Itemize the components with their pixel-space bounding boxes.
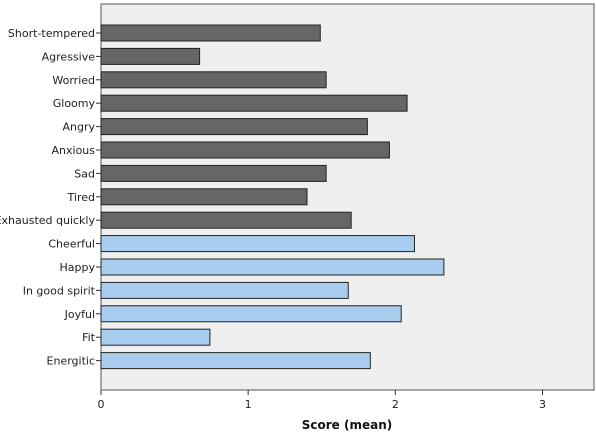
- bar-short-tempered: [100, 24, 321, 42]
- category-label-joyful: Joyful: [64, 308, 95, 321]
- category-label-cheerful: Cheerful: [48, 238, 95, 251]
- bar-agressive: [100, 47, 201, 65]
- x-tick-label: 2: [392, 398, 399, 411]
- category-label-short-tempered: Short-tempered: [8, 27, 95, 40]
- category-label-happy: Happy: [60, 261, 96, 274]
- category-label-tired: Tired: [67, 191, 95, 204]
- bar-happy: [100, 258, 445, 276]
- category-label-agressive: Agressive: [42, 50, 96, 63]
- x-tick-label: 3: [539, 398, 546, 411]
- bar-joyful: [100, 305, 402, 323]
- category-label-fit: Fit: [82, 331, 96, 344]
- bar-tired: [100, 188, 308, 206]
- category-label-worried: Worried: [52, 74, 95, 87]
- category-label-angry: Angry: [62, 121, 95, 134]
- bar-exhausted-quickly: [100, 211, 352, 229]
- category-label-sad: Sad: [74, 167, 95, 180]
- bar-angry: [100, 118, 368, 136]
- bars-group: [100, 24, 445, 370]
- x-tick-label: 0: [98, 398, 105, 411]
- x-axis-title: Score (mean): [302, 418, 393, 432]
- bar-gloomy: [100, 94, 408, 112]
- category-label-gloomy: Gloomy: [53, 97, 96, 110]
- bar-anxious: [100, 141, 390, 159]
- bar-energitic: [100, 352, 371, 370]
- x-axis-ticks: 0 1 2 3: [98, 390, 546, 411]
- category-label-anxious: Anxious: [52, 144, 96, 157]
- bar-sad: [100, 164, 327, 182]
- bar-fit: [100, 328, 211, 346]
- category-label-in-good-spirit: In good spirit: [23, 284, 96, 297]
- x-tick-label: 1: [245, 398, 252, 411]
- category-label-exhausted-quickly: Exhausted quickly: [0, 214, 95, 227]
- bar-in-good-spirit: [100, 281, 349, 299]
- bar-worried: [100, 71, 327, 89]
- category-labels: Short-tempered Agressive Worried Gloomy Angr…: [0, 27, 101, 368]
- category-label-energitic: Energitic: [47, 355, 95, 368]
- bar-cheerful: [100, 235, 415, 253]
